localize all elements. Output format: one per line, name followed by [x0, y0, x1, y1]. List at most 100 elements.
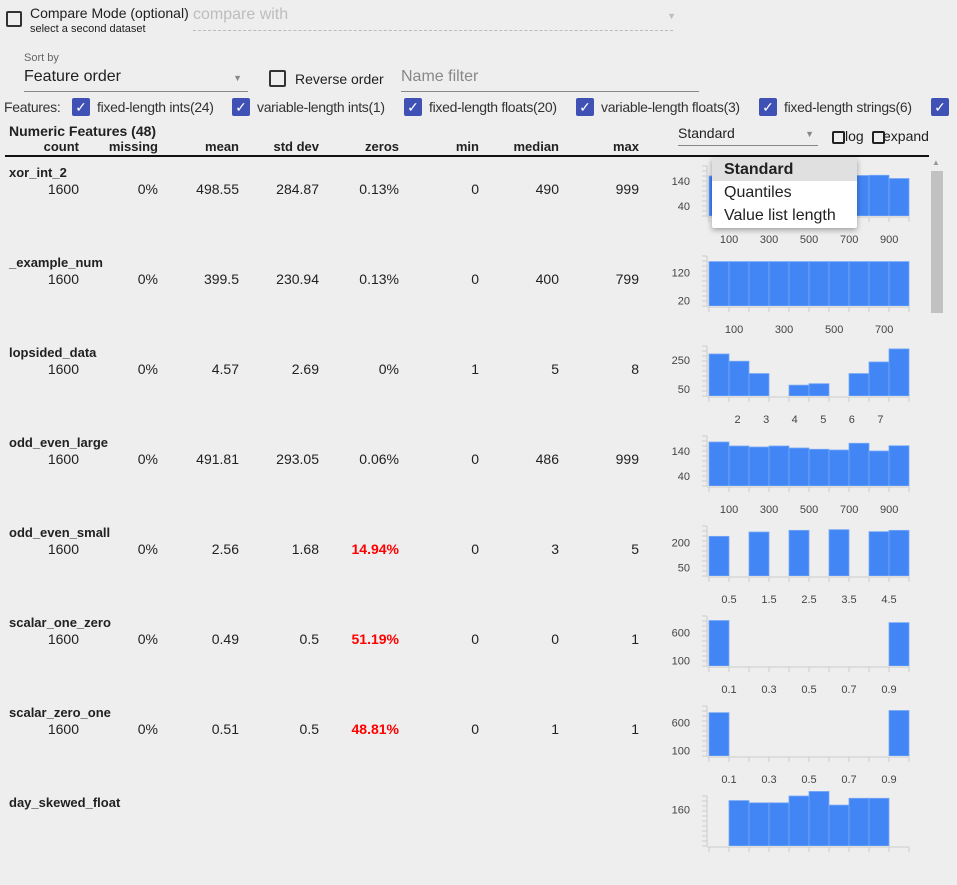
feature-name: scalar_one_zero [9, 615, 111, 630]
column-header-mean[interactable]: mean [205, 139, 239, 154]
x-tick-label: 0.5 [801, 774, 816, 786]
x-tick-label: 0.3 [761, 684, 776, 696]
cell-missing: 0% [137, 631, 158, 647]
histogram-bar [848, 442, 870, 487]
cell-mean: 0.51 [211, 721, 239, 737]
histogram-bar [828, 261, 850, 307]
x-tick-label: 7 [877, 414, 883, 426]
sort-by-select[interactable]: Feature order ▼ [24, 68, 248, 92]
feature-checkbox-fixed-ints[interactable]: ✓ [72, 98, 90, 116]
x-tick-label: 4 [792, 414, 798, 426]
cell-zeros: 0% [378, 361, 399, 377]
x-tick-label: 0.5 [801, 684, 816, 696]
cell-mean: 399.5 [203, 271, 239, 287]
x-tick-label: 700 [840, 504, 858, 516]
cell-zeros: 14.94% [351, 541, 399, 557]
table-row: day_skewed_float 160 [0, 791, 930, 885]
reverse-order-checkbox[interactable] [269, 70, 286, 87]
histogram-chart: 140 40 100 300 500 700 900 [672, 435, 910, 516]
histogram-bar [868, 531, 890, 577]
cell-std-dev: 293.05 [276, 451, 319, 467]
x-tick-label: 1.5 [761, 594, 776, 606]
histogram-bar [708, 353, 730, 397]
x-tick-label: 500 [800, 504, 818, 516]
cell-missing: 0% [137, 181, 158, 197]
feature-checkbox-variable-floats[interactable]: ✓ [576, 98, 594, 116]
histogram-bar [888, 261, 910, 307]
histogram-bar [728, 360, 750, 397]
scrollbar-thumb[interactable] [931, 171, 943, 313]
histogram-bar [828, 529, 850, 577]
scroll-up-arrow[interactable]: ▲ [932, 158, 940, 167]
cell-max: 999 [615, 451, 639, 467]
column-header-std-dev[interactable]: std dev [273, 139, 319, 154]
y-tick-label: 120 [672, 268, 690, 280]
x-tick-label: 0.7 [841, 684, 856, 696]
log-checkbox[interactable] [832, 131, 845, 144]
cell-zeros: 51.19% [351, 631, 399, 647]
y-tick-label: 600 [672, 718, 690, 730]
chart-type-select[interactable]: Standard ▼ [678, 125, 818, 146]
histogram-bar [788, 447, 810, 487]
column-header-max[interactable]: max [612, 139, 639, 154]
feature-checkbox-fixed-strings[interactable]: ✓ [759, 98, 777, 116]
histogram-bar [708, 441, 730, 487]
cell-missing: 0% [137, 361, 158, 377]
column-header-count[interactable]: count [43, 139, 79, 154]
cell-std-dev: 230.94 [276, 271, 319, 287]
y-tick-label: 140 [672, 176, 690, 188]
cell-median: 5 [551, 361, 559, 377]
name-filter-input[interactable]: Name filter [401, 68, 699, 92]
cell-count: 1600 [47, 361, 79, 377]
feature-checkbox-variable-ints[interactable]: ✓ [232, 98, 250, 116]
cell-median: 1 [551, 721, 559, 737]
feature-label-fixed-strings: fixed-length strings(6) [784, 99, 912, 115]
x-tick-label: 0.5 [721, 594, 736, 606]
cell-zeros: 0.13% [359, 181, 399, 197]
y-tick-label: 600 [672, 628, 690, 640]
histogram-bar [808, 261, 830, 307]
column-header-min[interactable]: min [455, 139, 479, 154]
compare-with-select[interactable]: compare with ▼ [193, 6, 676, 31]
y-tick-label: 40 [678, 471, 690, 483]
column-header-median[interactable]: median [513, 139, 559, 154]
cell-min: 0 [471, 181, 479, 197]
expand-label: expand [883, 128, 929, 144]
log-label: log [845, 128, 864, 144]
menu-item-value-list-length[interactable]: Value list length [724, 207, 836, 224]
menu-item-quantiles[interactable]: Quantiles [724, 184, 792, 201]
cell-zeros: 0.13% [359, 271, 399, 287]
y-tick-label: 50 [678, 563, 690, 575]
expand-checkbox[interactable] [872, 131, 885, 144]
table-row: lopsided_data 1600 0% 4.57 2.69 0% 1 5 8 250 50 2 3 4… [0, 345, 930, 435]
cell-count: 1600 [47, 541, 79, 557]
histogram-bar [848, 797, 870, 847]
feature-checkbox-fixed-floats[interactable]: ✓ [404, 98, 422, 116]
feature-checkbox-more[interactable]: ✓ [931, 98, 949, 116]
feature-name: odd_even_small [9, 525, 111, 540]
histogram-chart: 600 100 0.1 0.3 0.5 0.7 0.9 [672, 615, 910, 696]
histogram-bar [808, 448, 830, 487]
column-header-zeros[interactable]: zeros [365, 139, 399, 154]
y-tick-label: 100 [672, 655, 690, 667]
column-header-missing[interactable]: missing [108, 139, 158, 154]
histogram-bar [828, 804, 850, 847]
cell-mean: 4.57 [211, 361, 239, 377]
histogram-bar [748, 446, 770, 487]
feature-name: odd_even_large [9, 435, 108, 450]
cell-min: 1 [471, 361, 479, 377]
x-tick-label: 300 [775, 324, 793, 336]
x-tick-label: 100 [725, 324, 743, 336]
cell-count: 1600 [47, 271, 79, 287]
y-tick-label: 250 [672, 355, 690, 367]
histogram-bar [788, 384, 810, 397]
menu-item-standard[interactable]: Standard [712, 158, 857, 181]
histogram-bar [848, 261, 870, 307]
histogram-bar [748, 531, 770, 577]
cell-max: 8 [631, 361, 639, 377]
feature-name: day_skewed_float [9, 795, 121, 810]
compare-mode-checkbox[interactable] [6, 11, 22, 27]
cell-max: 799 [615, 271, 639, 287]
x-tick-label: 2 [735, 414, 741, 426]
x-tick-label: 0.1 [721, 684, 736, 696]
